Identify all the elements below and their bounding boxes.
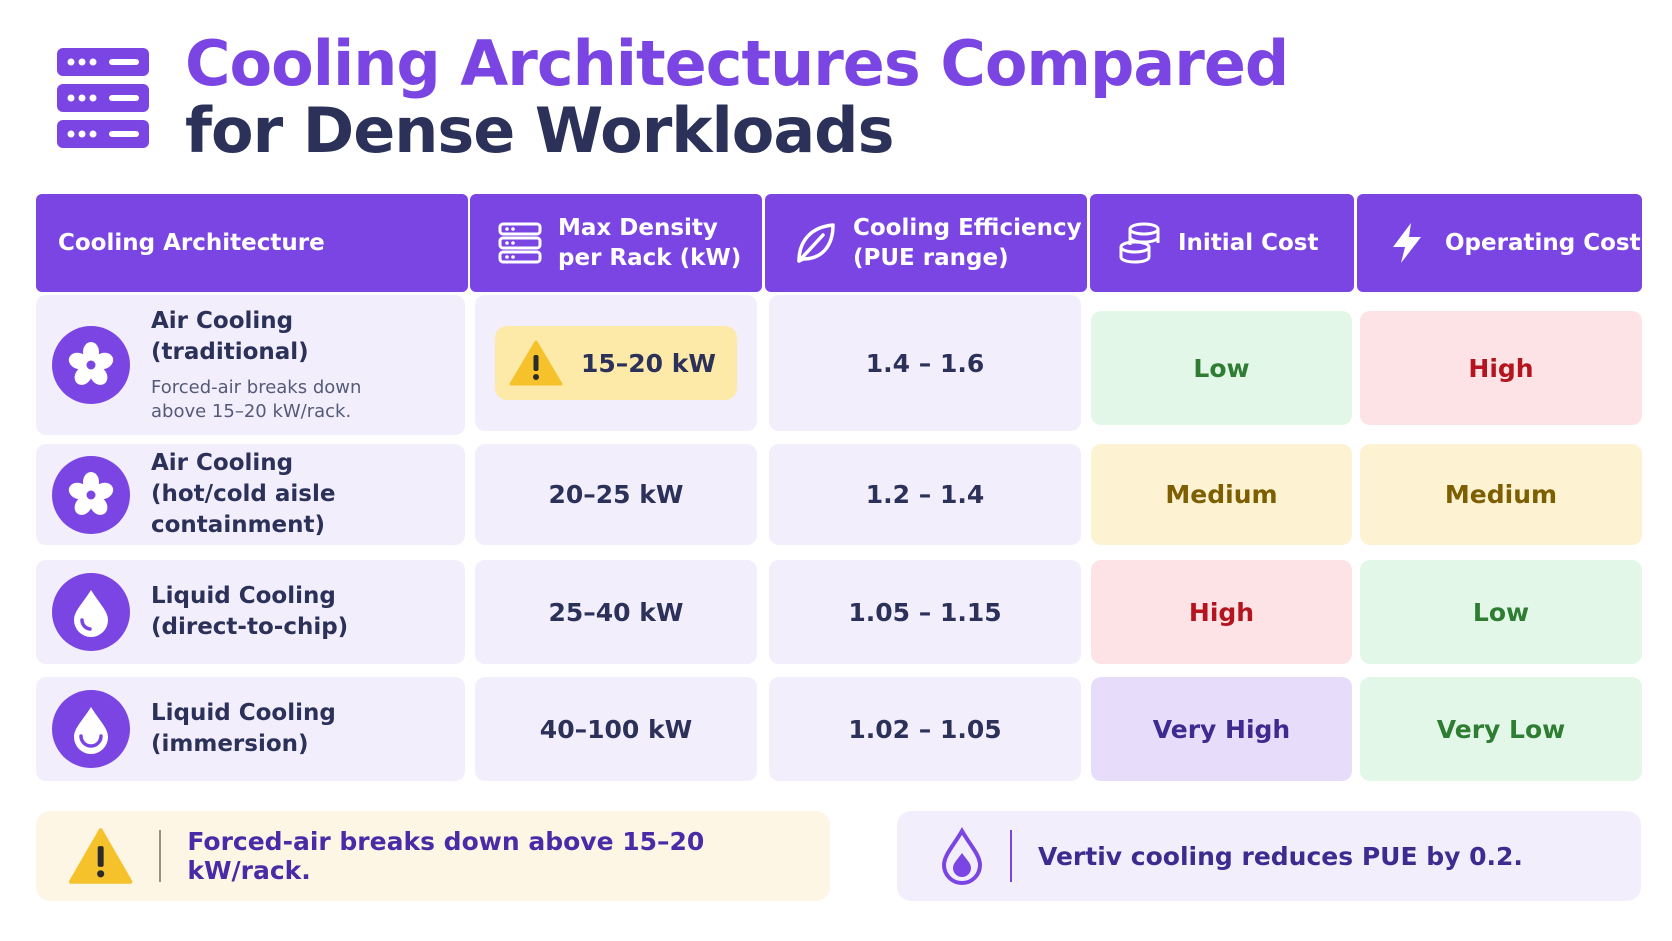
server-rack-icon (57, 48, 149, 148)
architecture-name: Liquid Cooling (direct-to-chip) (151, 583, 349, 640)
architecture-note: Forced-air breaks down above 15–20 kW/ra… (151, 377, 362, 422)
leaf-icon (797, 223, 835, 263)
water-drop-icon (941, 827, 983, 885)
header-initial-cost: Initial Cost (1090, 194, 1354, 292)
comparison-table: Cooling Architecture Max Density per Rac… (36, 194, 1642, 781)
initial-cost-cell: Very High (1091, 677, 1352, 781)
efficiency-cell: 1.2 – 1.4 (769, 444, 1081, 545)
operating-cost-cell: Low (1360, 560, 1642, 664)
fan-icon (52, 326, 130, 404)
table-header-row: Cooling Architecture Max Density per Rac… (36, 194, 1642, 292)
warning-icon (509, 340, 563, 386)
table-row: Air Cooling (hot/cold aisle containment)… (36, 444, 1642, 545)
header-label: Cooling Architecture (58, 230, 325, 256)
efficiency-cell: 1.02 – 1.05 (769, 677, 1081, 781)
architecture-name: Air Cooling (hot/cold aisle containment) (151, 450, 336, 538)
warning-callout-text: Forced-air breaks down above 15–20 kW/ra… (187, 827, 705, 885)
header-label: Max Density per Rack (kW) (558, 215, 742, 271)
operating-cost-cell: Medium (1360, 444, 1642, 545)
warning-callout: Forced-air breaks down above 15–20 kW/ra… (36, 811, 830, 901)
density-value: 15–20 kW (581, 348, 716, 378)
water-drop-icon (52, 690, 130, 768)
operating-cost-cell: High (1360, 311, 1642, 425)
table-row: Liquid Cooling (direct-to-chip) 25–40 kW… (36, 560, 1642, 664)
fan-icon (52, 455, 130, 534)
architecture-name: Liquid Cooling (immersion) (151, 700, 336, 757)
title-line-2: for Dense Workloads (185, 94, 894, 167)
cooling-architecture-cell: Air Cooling (traditional) Forced-air bre… (36, 295, 465, 435)
architecture-name: Air Cooling (traditional) (151, 308, 309, 365)
max-density-cell: 40–100 kW (475, 677, 757, 781)
header-label: Operating Cost (1445, 230, 1641, 256)
server-icon (498, 222, 542, 264)
efficiency-cell: 1.05 – 1.15 (769, 560, 1081, 664)
header-operating-cost: Operating Cost (1357, 194, 1642, 292)
warning-icon (68, 828, 133, 884)
header-cooling-architecture: Cooling Architecture (36, 194, 468, 292)
initial-cost-cell: Medium (1091, 444, 1352, 545)
page-title: Cooling Architectures Compared for Dense… (185, 27, 1289, 167)
header-cooling-efficiency: Cooling Efficiency (PUE range) (765, 194, 1087, 292)
efficiency-cell: 1.4 – 1.6 (769, 295, 1081, 431)
divider (159, 830, 162, 882)
title-line-1: Cooling Architectures Compared (185, 27, 1289, 100)
initial-cost-cell: High (1091, 560, 1352, 664)
cooling-architecture-cell: Liquid Cooling (direct-to-chip) (36, 560, 465, 664)
coins-icon (1119, 222, 1160, 264)
max-density-cell: 25–40 kW (475, 560, 757, 664)
header-max-density: Max Density per Rack (kW) (470, 194, 762, 292)
info-callout-text: Vertiv cooling reduces PUE by 0.2. (1038, 841, 1523, 871)
divider (1010, 830, 1012, 882)
cooling-architecture-cell: Air Cooling (hot/cold aisle containment) (36, 444, 465, 545)
initial-cost-cell: Low (1091, 311, 1352, 425)
table-row: Air Cooling (traditional) Forced-air bre… (36, 295, 1642, 435)
header-label: Cooling Efficiency (PUE range) (853, 215, 1082, 271)
max-density-cell: 20–25 kW (475, 444, 757, 545)
lightning-bolt-icon (1393, 223, 1421, 263)
water-drop-icon (52, 573, 130, 651)
max-density-cell: 15–20 kW (475, 295, 757, 431)
header-label: Initial Cost (1178, 230, 1319, 256)
operating-cost-cell: Very Low (1360, 677, 1642, 781)
info-callout: Vertiv cooling reduces PUE by 0.2. (897, 811, 1641, 901)
cooling-architecture-cell: Liquid Cooling (immersion) (36, 677, 465, 781)
table-row: Liquid Cooling (immersion) 40–100 kW 1.0… (36, 677, 1642, 781)
density-warning-badge: 15–20 kW (495, 326, 737, 400)
